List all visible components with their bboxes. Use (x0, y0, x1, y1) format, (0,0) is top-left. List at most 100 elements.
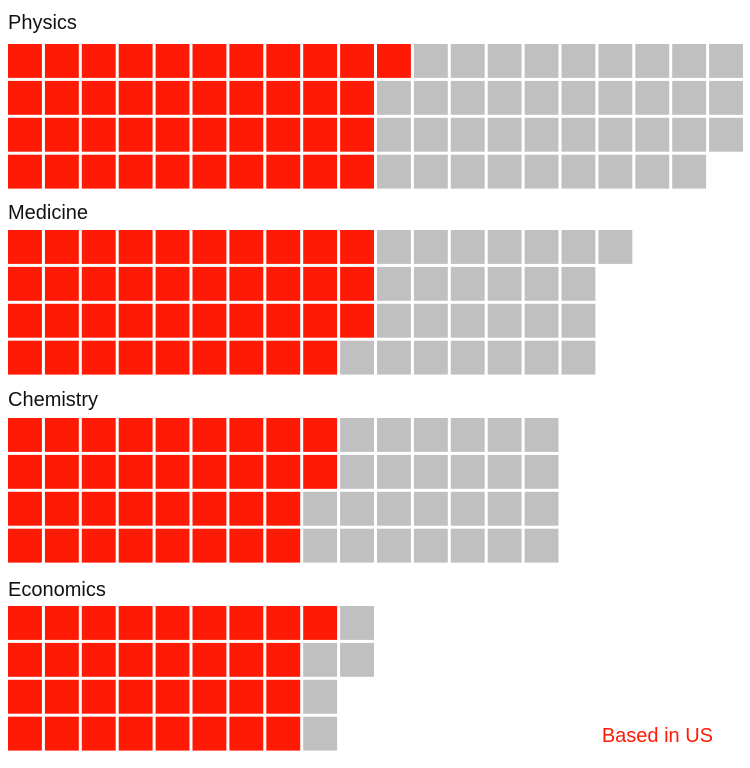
waffle-square-economics-other (303, 679, 338, 714)
group-chemistry: Chemistry (8, 389, 559, 563)
waffle-square-physics-us (229, 44, 264, 78)
waffle-square-chemistry-other (340, 418, 374, 452)
waffle-square-physics-us (81, 117, 116, 152)
waffle-square-physics-us (8, 154, 42, 189)
waffle-square-medicine-us (303, 230, 338, 264)
waffle-square-physics-other (524, 44, 559, 78)
waffle-square-medicine-us (340, 230, 374, 264)
waffle-square-physics-other (524, 80, 559, 115)
waffle-square-economics-us (8, 679, 42, 714)
waffle-square-chemistry-other (487, 454, 522, 489)
waffle-square-chemistry-us (44, 454, 79, 489)
waffle-square-physics-us (192, 44, 227, 78)
waffle-square-physics-us (118, 154, 153, 189)
waffle-square-physics-other (709, 44, 743, 78)
waffle-square-physics-other (413, 154, 448, 189)
waffle-square-physics-other (450, 44, 485, 78)
waffle-square-chemistry-us (155, 528, 190, 563)
waffle-square-physics-us (81, 154, 116, 189)
waffle-square-physics-other (377, 80, 411, 115)
waffle-square-economics-us (303, 606, 338, 640)
waffle-square-medicine-us (229, 266, 264, 301)
waffle-square-chemistry-us (192, 418, 227, 452)
waffle-square-economics-other (303, 716, 338, 751)
waffle-square-chemistry-us (8, 454, 42, 489)
waffle-square-economics-us (81, 716, 116, 751)
waffle-square-economics-us (192, 679, 227, 714)
waffle-square-physics-other (413, 117, 448, 152)
waffle-square-physics-other (672, 117, 707, 152)
waffle-square-medicine-us (192, 340, 227, 375)
waffle-square-medicine-us (340, 266, 374, 301)
waffle-square-medicine-other (487, 266, 522, 301)
waffle-square-medicine-us (118, 266, 153, 301)
waffle-square-physics-us (377, 44, 411, 78)
waffle-square-physics-other (377, 117, 411, 152)
waffle-square-medicine-us (44, 340, 79, 375)
waffle-square-physics-us (266, 117, 301, 152)
waffle-square-medicine-other (450, 230, 485, 264)
waffle-square-physics-other (487, 44, 522, 78)
waffle-square-chemistry-us (155, 491, 190, 526)
waffle-square-chemistry-us (229, 454, 264, 489)
waffle-square-physics-us (303, 80, 338, 115)
waffle-square-physics-other (450, 154, 485, 189)
waffle-square-medicine-us (303, 266, 338, 301)
waffle-square-medicine-us (118, 340, 153, 375)
waffle-square-physics-us (44, 154, 79, 189)
waffle-square-economics-us (229, 716, 264, 751)
waffle-square-physics-other (450, 117, 485, 152)
waffle-square-chemistry-us (81, 454, 116, 489)
waffle-square-physics-other (524, 117, 559, 152)
waffle-square-medicine-other (413, 266, 448, 301)
waffle-square-medicine-other (377, 230, 411, 264)
waffle-square-physics-us (229, 80, 264, 115)
group-title-economics: Economics (8, 579, 106, 601)
waffle-square-physics-other (598, 80, 633, 115)
waffle-square-economics-us (118, 679, 153, 714)
waffle-square-chemistry-us (303, 418, 338, 452)
waffle-square-economics-us (8, 642, 42, 677)
waffle-square-medicine-us (155, 266, 190, 301)
waffle-square-chemistry-other (450, 491, 485, 526)
waffle-square-chemistry-us (44, 528, 79, 563)
waffle-square-medicine-us (44, 303, 79, 338)
waffle-square-medicine-other (377, 266, 411, 301)
waffle-square-medicine-us (81, 230, 116, 264)
waffle-square-physics-us (8, 44, 42, 78)
waffle-square-chemistry-other (377, 491, 411, 526)
waffle-square-medicine-other (561, 230, 596, 264)
waffle-square-medicine-us (266, 340, 301, 375)
waffle-square-chemistry-other (340, 454, 374, 489)
waffle-square-medicine-us (44, 266, 79, 301)
waffle-square-physics-us (192, 80, 227, 115)
waffle-square-medicine-other (524, 340, 559, 375)
waffle-square-chemistry-us (44, 418, 79, 452)
waffle-square-physics-us (155, 80, 190, 115)
waffle-square-medicine-us (8, 266, 42, 301)
waffle-groups: Physics Medicine Chemistry Economics (8, 12, 743, 751)
waffle-square-physics-other (709, 80, 743, 115)
group-physics: Physics (8, 12, 743, 189)
waffle-square-physics-other (598, 154, 633, 189)
waffle-square-economics-us (192, 642, 227, 677)
waffle-square-medicine-us (81, 340, 116, 375)
waffle-square-medicine-us (266, 303, 301, 338)
waffle-square-chemistry-us (8, 491, 42, 526)
waffle-square-chemistry-us (118, 454, 153, 489)
waffle-square-physics-other (635, 154, 670, 189)
waffle-square-medicine-us (44, 230, 79, 264)
waffle-square-chemistry-other (524, 418, 559, 452)
waffle-square-chemistry-us (118, 528, 153, 563)
waffle-square-physics-other (635, 117, 670, 152)
waffle-square-physics-other (524, 154, 559, 189)
waffle-square-chemistry-us (266, 491, 301, 526)
waffle-square-economics-us (266, 606, 301, 640)
waffle-square-chemistry-other (377, 418, 411, 452)
waffle-square-physics-other (377, 154, 411, 189)
waffle-square-medicine-us (155, 230, 190, 264)
waffle-square-medicine-us (229, 303, 264, 338)
waffle-square-economics-us (118, 606, 153, 640)
waffle-square-chemistry-us (118, 418, 153, 452)
waffle-square-economics-us (118, 642, 153, 677)
